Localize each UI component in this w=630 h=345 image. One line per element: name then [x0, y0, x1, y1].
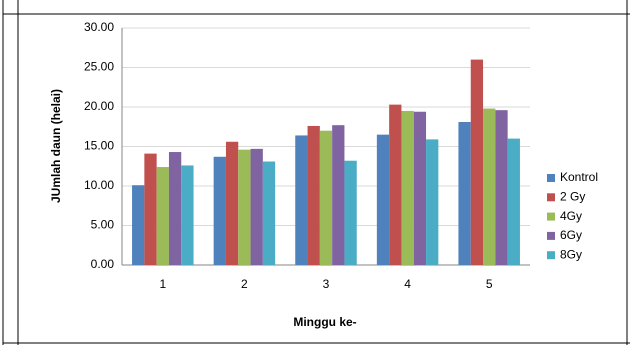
bar — [458, 122, 471, 265]
legend-label: 2 Gy — [560, 189, 585, 203]
bar — [319, 130, 333, 265]
x-tick-label: 2 — [241, 277, 248, 291]
bar — [332, 125, 345, 265]
x-axis-title: Minggu ke- — [293, 315, 356, 329]
y-tick-label: 10.00 — [84, 178, 114, 192]
x-tick-label: 4 — [404, 277, 411, 291]
bar — [181, 165, 194, 265]
bar — [495, 110, 508, 265]
x-tick-label: 3 — [323, 277, 330, 291]
bar — [213, 156, 226, 265]
y-tick-label: 15.00 — [84, 139, 114, 153]
y-tick-label: 20.00 — [84, 99, 114, 113]
legend-label: 6Gy — [560, 228, 582, 242]
bar — [483, 108, 496, 265]
bar — [238, 149, 251, 265]
legend-label: 8Gy — [560, 247, 582, 261]
legend-swatch — [547, 193, 555, 202]
bar — [225, 141, 239, 265]
x-tick-label: 1 — [159, 277, 166, 291]
y-tick-label: 5.00 — [91, 218, 115, 232]
bar — [376, 134, 390, 265]
bar — [470, 59, 484, 265]
bar — [413, 111, 427, 266]
bar — [426, 139, 439, 265]
legend-swatch — [547, 174, 555, 182]
bar — [344, 160, 357, 265]
legend-label: Kontrol — [560, 170, 598, 184]
bar — [250, 148, 263, 265]
bar — [132, 185, 145, 265]
bar — [295, 135, 308, 265]
bar — [507, 138, 520, 265]
bar — [389, 104, 402, 265]
legend-swatch — [547, 231, 555, 240]
bar — [144, 153, 157, 265]
legend-label: 4Gy — [560, 209, 582, 223]
legend-swatch — [547, 212, 555, 221]
bar — [307, 125, 320, 266]
bar — [156, 167, 169, 265]
legend-swatch — [547, 251, 555, 260]
bar — [168, 152, 182, 265]
y-tick-label: 30.00 — [84, 20, 114, 34]
x-tick-label: 5 — [486, 277, 493, 291]
bar — [262, 161, 276, 265]
bar — [401, 110, 414, 265]
y-tick-label: 0.00 — [91, 257, 115, 271]
y-axis-title: JUmlah daun (helai) — [49, 89, 63, 203]
y-tick-label: 25.00 — [84, 60, 114, 74]
